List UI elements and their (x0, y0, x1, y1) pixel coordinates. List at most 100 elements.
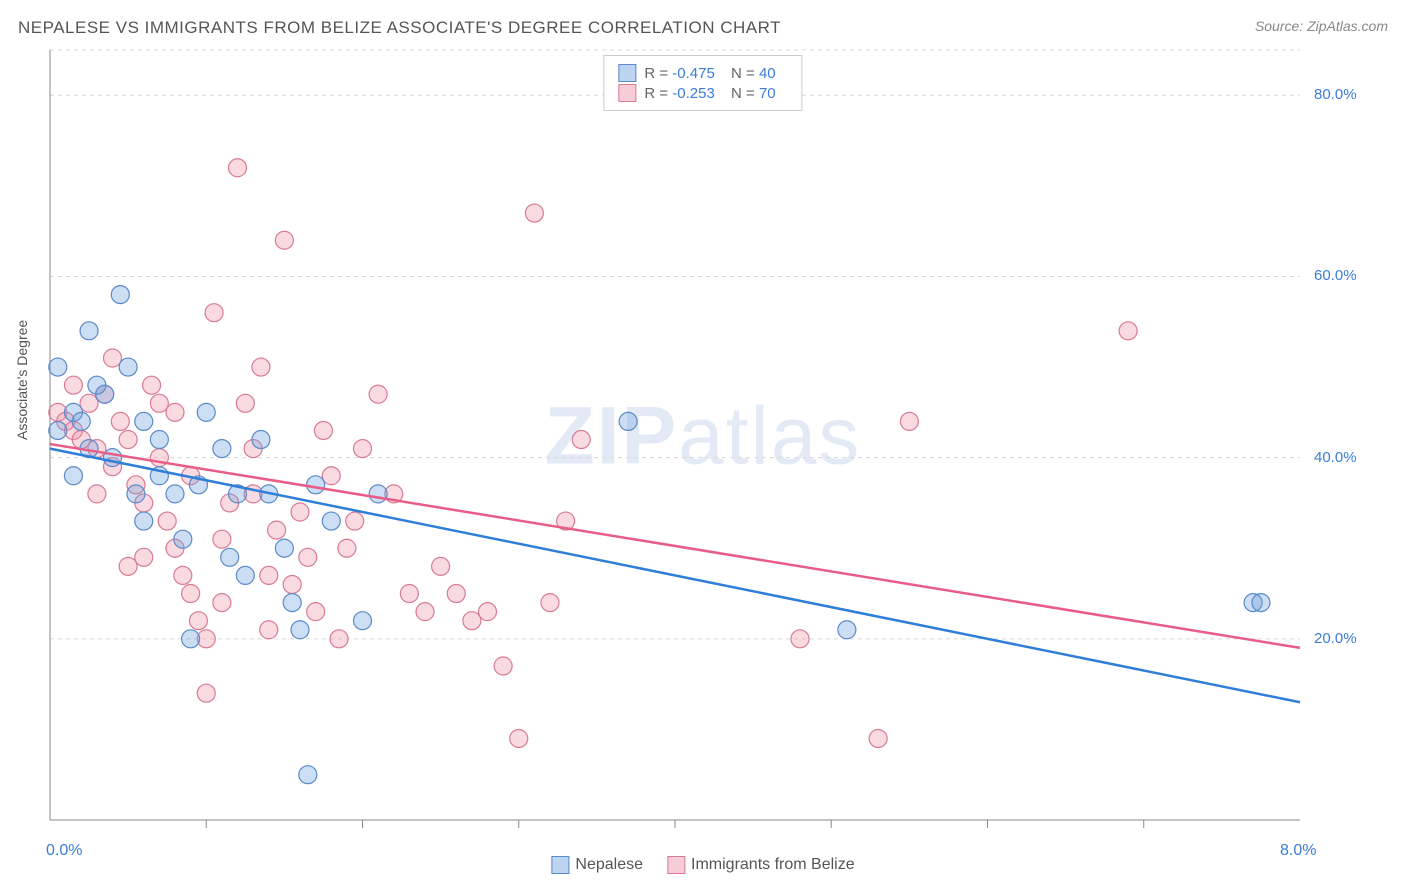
data-point (119, 557, 137, 575)
data-point (197, 403, 215, 421)
data-point (322, 512, 340, 530)
data-point (174, 530, 192, 548)
data-point (111, 286, 129, 304)
data-point (400, 585, 418, 603)
data-point (72, 412, 90, 430)
data-point (182, 585, 200, 603)
legend-swatch (551, 856, 569, 874)
data-point (135, 412, 153, 430)
data-point (166, 485, 184, 503)
data-point (166, 403, 184, 421)
data-point (432, 557, 450, 575)
legend-swatch (618, 84, 636, 102)
legend-stats: R = -0.475 N = 40 (644, 65, 787, 82)
data-point (838, 621, 856, 639)
data-point (229, 159, 247, 177)
legend-item: Nepalese (551, 856, 643, 874)
data-point (252, 431, 270, 449)
data-point (338, 539, 356, 557)
data-point (104, 349, 122, 367)
data-point (283, 594, 301, 612)
data-point (49, 421, 67, 439)
data-point (307, 603, 325, 621)
data-point (80, 394, 98, 412)
data-point (299, 548, 317, 566)
data-point (275, 539, 293, 557)
data-point (1119, 322, 1137, 340)
data-point (88, 376, 106, 394)
data-point (463, 612, 481, 630)
legend-stats: R = -0.253 N = 70 (644, 85, 787, 102)
data-point (291, 621, 309, 639)
data-point (307, 476, 325, 494)
data-point (541, 594, 559, 612)
data-point (369, 385, 387, 403)
data-point (119, 431, 137, 449)
data-point (182, 630, 200, 648)
legend-swatch (667, 856, 685, 874)
data-point (354, 612, 372, 630)
y-tick-label: 80.0% (1314, 86, 1357, 103)
data-point (135, 548, 153, 566)
legend-row: R = -0.475 N = 40 (618, 64, 787, 82)
data-point (205, 304, 223, 322)
data-point (213, 440, 231, 458)
data-point (213, 594, 231, 612)
data-point (111, 412, 129, 430)
data-point (510, 729, 528, 747)
data-point (189, 612, 207, 630)
data-point (64, 467, 82, 485)
data-point (525, 204, 543, 222)
data-point (49, 358, 67, 376)
data-point (330, 630, 348, 648)
data-point (322, 467, 340, 485)
legend-label: Nepalese (575, 856, 643, 873)
regression-line (50, 444, 1300, 648)
legend-row: R = -0.253 N = 70 (618, 84, 787, 102)
data-point (299, 766, 317, 784)
data-point (354, 440, 372, 458)
data-point (416, 603, 434, 621)
data-point (236, 394, 254, 412)
y-tick-label: 20.0% (1314, 630, 1357, 647)
y-tick-label: 60.0% (1314, 267, 1357, 284)
y-tick-label: 40.0% (1314, 449, 1357, 466)
data-point (158, 512, 176, 530)
data-point (150, 431, 168, 449)
x-axis-max-label: 8.0% (1280, 842, 1316, 860)
legend-swatch (618, 64, 636, 82)
data-point (260, 621, 278, 639)
data-point (314, 421, 332, 439)
data-point (88, 485, 106, 503)
scatter-chart (0, 0, 1406, 892)
data-point (479, 603, 497, 621)
data-point (268, 521, 286, 539)
legend-item: Immigrants from Belize (667, 856, 855, 874)
data-point (119, 358, 137, 376)
data-point (150, 394, 168, 412)
data-point (135, 512, 153, 530)
correlation-legend: R = -0.475 N = 40 R = -0.253 N = 70 (603, 55, 802, 111)
x-axis-min-label: 0.0% (46, 842, 82, 860)
data-point (104, 449, 122, 467)
data-point (900, 412, 918, 430)
data-point (791, 630, 809, 648)
data-point (221, 548, 239, 566)
data-point (346, 512, 364, 530)
data-point (619, 412, 637, 430)
data-point (213, 530, 231, 548)
data-point (369, 485, 387, 503)
data-point (64, 376, 82, 394)
legend-label: Immigrants from Belize (691, 856, 855, 873)
data-point (252, 358, 270, 376)
data-point (127, 485, 145, 503)
data-point (260, 566, 278, 584)
data-point (494, 657, 512, 675)
data-point (174, 566, 192, 584)
data-point (275, 231, 293, 249)
data-point (283, 575, 301, 593)
data-point (80, 322, 98, 340)
data-point (197, 684, 215, 702)
data-point (869, 729, 887, 747)
series-legend: Nepalese Immigrants from Belize (551, 856, 854, 874)
